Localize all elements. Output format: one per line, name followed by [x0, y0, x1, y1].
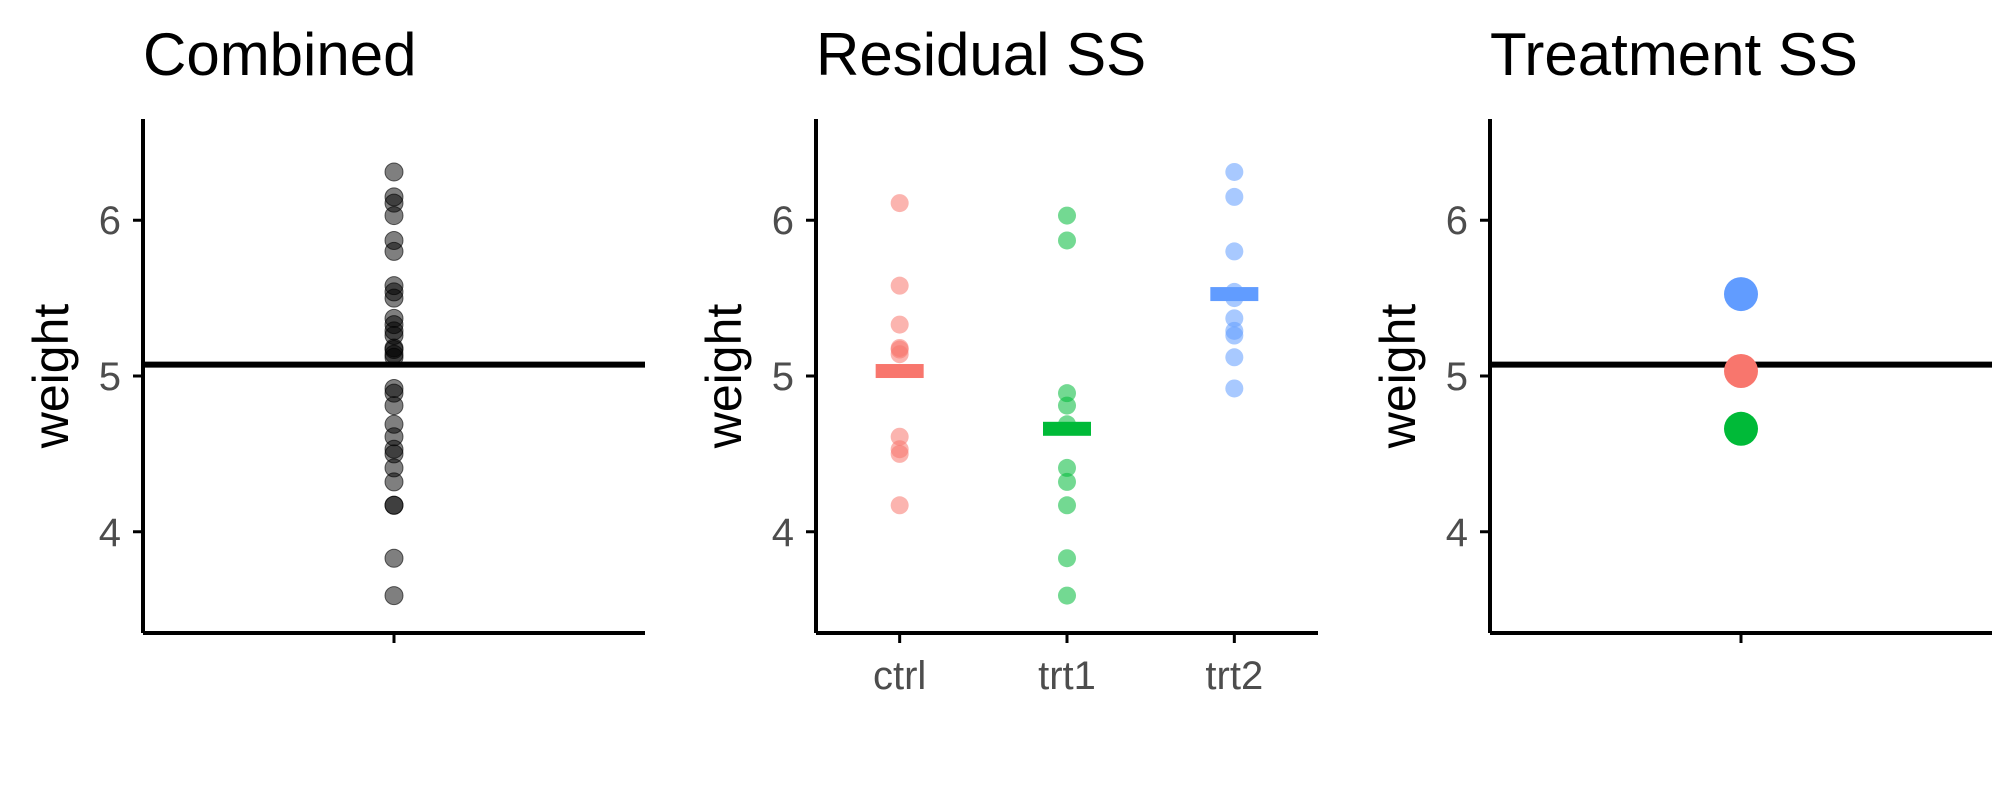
- y-tick-label: 6: [772, 199, 794, 243]
- data-point: [1058, 458, 1076, 477]
- panel-combined: Combined weight 4 5 6: [23, 21, 645, 643]
- data-point: [1058, 231, 1076, 250]
- data-point: [384, 206, 404, 226]
- data-point: [1058, 549, 1076, 568]
- data-point: [384, 472, 404, 492]
- panel-title: Treatment SS: [1490, 21, 1858, 88]
- panel-residual-ss: Residual SS weight 4 5 6 ctrl trt1 trt2: [696, 21, 1318, 698]
- x-tick-label: trt1: [1038, 654, 1096, 698]
- data-point: [1225, 379, 1244, 398]
- y-axis-label: weight: [696, 304, 752, 450]
- data-point: [384, 241, 404, 261]
- data-point: [1225, 326, 1244, 345]
- y-tick-label: 4: [1446, 511, 1468, 555]
- data-points: [1490, 277, 1992, 446]
- data-point: [1225, 309, 1244, 328]
- y-tick-label: 4: [772, 511, 794, 555]
- y-tick-label: 4: [99, 511, 121, 555]
- panel-title: Combined: [143, 21, 417, 88]
- data-point: [384, 495, 404, 515]
- group-mean-point: [1724, 411, 1758, 446]
- data-point: [1225, 242, 1244, 261]
- data-point: [384, 326, 404, 346]
- data-point: [890, 276, 909, 295]
- y-ticks: 4 5 6: [99, 199, 396, 643]
- y-ticks: 4 5 6: [1446, 199, 1743, 643]
- panel-treatment-ss: Treatment SS weight 4 5 6: [1370, 21, 1992, 643]
- data-point: [890, 440, 909, 459]
- y-tick-label: 6: [99, 199, 121, 243]
- panel-title: Residual SS: [816, 21, 1146, 88]
- data-point: [1225, 162, 1244, 181]
- data-point: [1225, 187, 1244, 206]
- data-point: [384, 187, 404, 207]
- data-point: [1058, 206, 1076, 225]
- x-tick-label: ctrl: [873, 654, 926, 698]
- y-ticks: 4 5 6 ctrl trt1 trt2: [772, 199, 1263, 698]
- data-point: [384, 414, 404, 434]
- group-mean-point: [1724, 354, 1758, 389]
- data-point: [890, 427, 909, 446]
- data-points: [875, 162, 1259, 605]
- y-tick-label: 6: [1446, 199, 1468, 243]
- data-point: [384, 548, 404, 568]
- group-mean-bar: [875, 364, 924, 379]
- data-point: [1058, 586, 1076, 605]
- data-point: [384, 162, 404, 182]
- data-point: [1058, 472, 1076, 491]
- data-point: [384, 378, 404, 398]
- data-point: [890, 194, 909, 213]
- group-mean-bar: [1210, 287, 1259, 302]
- y-tick-label: 5: [772, 355, 794, 399]
- y-axis-label: weight: [1370, 304, 1426, 450]
- data-point: [384, 439, 404, 459]
- y-tick-label: 5: [99, 355, 121, 399]
- data-points: [143, 162, 645, 606]
- data-point: [1058, 396, 1076, 415]
- y-axis-label: weight: [23, 304, 79, 450]
- data-point: [890, 345, 909, 364]
- data-point: [890, 496, 909, 515]
- data-point: [890, 315, 909, 334]
- data-point: [1058, 384, 1076, 403]
- group-mean-bar: [1043, 421, 1091, 436]
- x-tick-label: trt2: [1205, 654, 1263, 698]
- data-point: [1225, 348, 1244, 367]
- data-point: [1058, 496, 1076, 515]
- y-tick-label: 5: [1446, 355, 1468, 399]
- data-point: [384, 586, 404, 606]
- group-mean-point: [1724, 277, 1758, 312]
- data-point: [384, 288, 404, 308]
